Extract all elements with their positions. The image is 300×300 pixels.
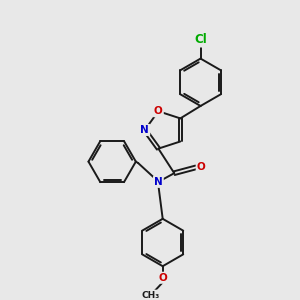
Text: O: O <box>158 273 167 283</box>
Text: CH₃: CH₃ <box>141 291 160 300</box>
Text: O: O <box>197 162 206 172</box>
Text: Cl: Cl <box>195 33 208 46</box>
Text: O: O <box>154 106 163 116</box>
Text: N: N <box>154 177 163 187</box>
Text: N: N <box>140 125 149 135</box>
